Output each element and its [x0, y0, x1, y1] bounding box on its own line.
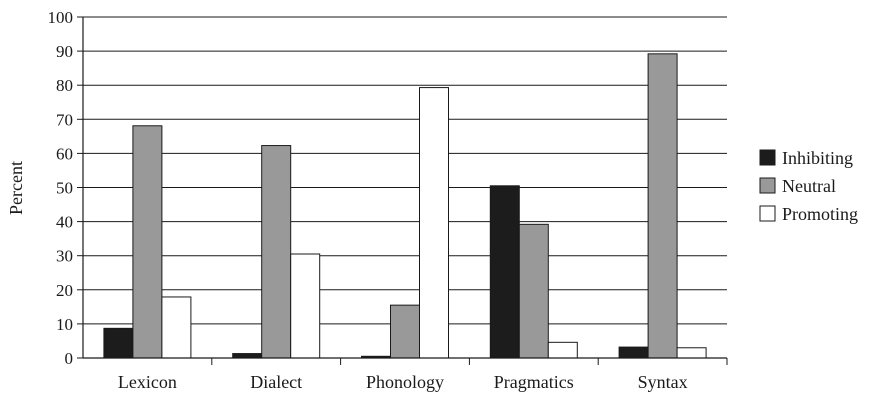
- bar-promoting-phonology: [419, 87, 449, 359]
- x-category-label: Phonology: [366, 372, 444, 392]
- x-category-labels: Lexicon Dialect Phonology Pragmatics Syntax: [118, 372, 688, 392]
- bar-neutral-pragmatics: [518, 223, 549, 359]
- bar-neutral-dialect: [261, 145, 292, 359]
- y-tick-labels: 0 10 20 30 40 50 60 70 80 90 100: [48, 8, 74, 368]
- bar-inhibiting-pragmatics: [489, 185, 520, 359]
- y-tick-label: 30: [56, 247, 73, 266]
- x-category-label: Dialect: [250, 372, 302, 392]
- bar-neutral-phonology: [390, 304, 420, 359]
- x-category-label: Lexicon: [118, 372, 177, 392]
- legend-swatch-inhibiting: [759, 149, 776, 166]
- bar-inhibiting-lexicon: [103, 327, 134, 359]
- x-category-label: Pragmatics: [494, 372, 574, 392]
- bar-promoting-pragmatics: [547, 341, 578, 359]
- bar-inhibiting-syntax: [618, 346, 649, 359]
- legend: Inhibiting Neutral Promoting: [759, 148, 858, 224]
- bar-promoting-syntax: [676, 347, 707, 359]
- legend-swatch-promoting: [759, 205, 776, 222]
- bar-promoting-dialect: [290, 253, 321, 359]
- legend-label-inhibiting: Inhibiting: [782, 148, 853, 168]
- bar-promoting-lexicon: [161, 296, 192, 359]
- bar-neutral-syntax: [647, 53, 678, 359]
- y-tick-label: 50: [56, 179, 73, 198]
- legend-swatch-neutral: [759, 177, 776, 194]
- axes: [77, 16, 728, 365]
- y-tick-label: 70: [56, 110, 73, 129]
- gridlines: [83, 16, 727, 325]
- y-tick-label: 20: [56, 281, 73, 300]
- y-axis-title: Percent: [6, 161, 26, 215]
- y-tick-label: 80: [56, 76, 73, 95]
- y-tick-label: 0: [65, 349, 74, 368]
- legend-label-promoting: Promoting: [782, 204, 858, 224]
- legend-label-neutral: Neutral: [782, 176, 836, 196]
- y-tick-label: 60: [56, 144, 73, 163]
- bars: [103, 53, 707, 359]
- y-tick-label: 10: [56, 315, 73, 334]
- bar-neutral-lexicon: [132, 125, 163, 359]
- y-tick-label: 90: [56, 42, 73, 61]
- x-category-label: Syntax: [638, 372, 688, 392]
- y-tick-label: 100: [48, 8, 74, 27]
- bar-inhibiting-dialect: [232, 353, 263, 359]
- y-tick-label: 40: [56, 213, 73, 232]
